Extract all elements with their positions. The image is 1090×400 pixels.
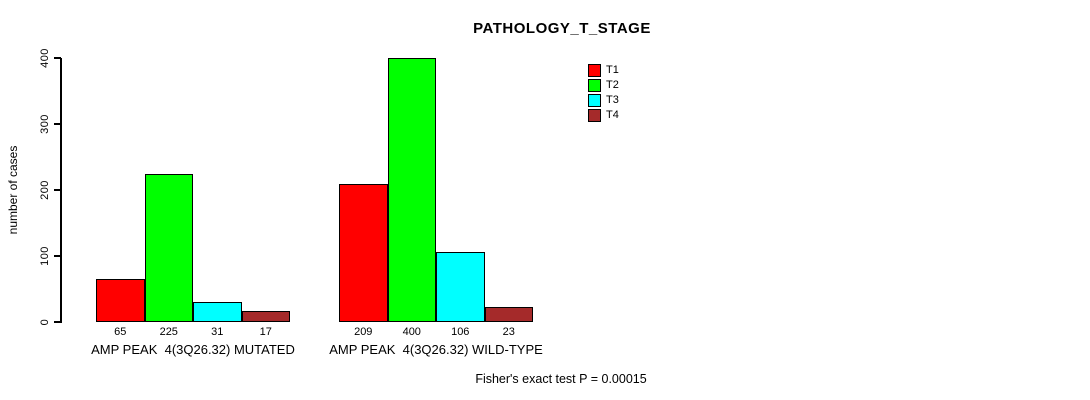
bar-t3-group2 <box>436 252 485 322</box>
legend-label: T1 <box>606 64 619 76</box>
bar-t3-group1 <box>193 301 242 322</box>
bar-value-label: 17 <box>259 326 272 338</box>
bar-t2-group2 <box>387 58 436 322</box>
y-tick-mark <box>54 57 61 59</box>
bar-value-label: 23 <box>502 326 515 338</box>
bar-t4-group2 <box>484 306 533 322</box>
legend-entry-t4: T4 <box>588 109 619 122</box>
bar-value-label: 31 <box>211 326 224 338</box>
bar-t1-group2 <box>339 184 388 322</box>
statistical-test-note: Fisher's exact test P = 0.00015 <box>475 372 647 386</box>
legend-swatch-t3 <box>588 94 601 107</box>
legend-entry-t1: T1 <box>588 64 619 77</box>
y-tick-label: 200 <box>39 180 51 200</box>
bar-value-label: 225 <box>159 326 178 338</box>
y-tick-label: 300 <box>39 114 51 134</box>
legend-swatch-t4 <box>588 109 601 122</box>
y-axis-line <box>60 58 62 323</box>
legend-entry-t3: T3 <box>588 94 619 107</box>
y-tick-label: 100 <box>39 246 51 266</box>
y-tick-mark <box>54 255 61 257</box>
legend: T1 T2 T3 T4 <box>588 64 619 122</box>
y-axis-title: number of cases <box>6 145 20 235</box>
group-label: AMP PEAK 4(3Q26.32) WILD-TYPE <box>329 342 543 357</box>
y-tick-label: 400 <box>39 48 51 68</box>
bar-value-label: 106 <box>451 326 470 338</box>
bar-value-label: 209 <box>354 326 373 338</box>
bar-t2-group1 <box>144 173 193 322</box>
y-tick-mark <box>54 123 61 125</box>
legend-swatch-t2 <box>588 79 601 92</box>
legend-label: T3 <box>606 94 619 106</box>
bar-value-label: 400 <box>402 326 421 338</box>
bar-value-label: 65 <box>114 326 127 338</box>
legend-label: T2 <box>606 79 619 91</box>
legend-entry-t2: T2 <box>588 79 619 92</box>
legend-swatch-t1 <box>588 64 601 77</box>
chart-title: PATHOLOGY_T_STAGE <box>473 20 651 37</box>
y-tick-label: 0 <box>39 318 51 326</box>
bar-t1-group1 <box>96 279 145 322</box>
legend-label: T4 <box>606 109 619 121</box>
y-tick-mark <box>54 321 61 323</box>
bar-t4-group1 <box>241 310 290 322</box>
group-label: AMP PEAK 4(3Q26.32) MUTATED <box>91 342 295 357</box>
y-tick-mark <box>54 189 61 191</box>
